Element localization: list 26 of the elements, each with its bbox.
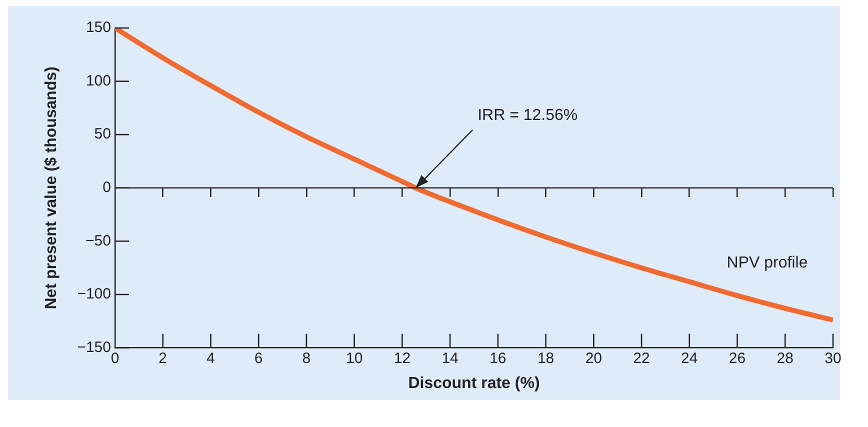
y-tick-label: 0 bbox=[102, 179, 111, 196]
x-tick-label: 4 bbox=[206, 350, 215, 367]
x-tick-label: 2 bbox=[158, 350, 168, 367]
y-tick-label: −100 bbox=[77, 286, 111, 303]
x-tick-label: 12 bbox=[394, 350, 411, 367]
y-tick-label: −150 bbox=[77, 338, 111, 356]
y-tick-label: 50 bbox=[94, 126, 111, 143]
x-tick-label: 8 bbox=[302, 350, 311, 367]
x-tick-label: 16 bbox=[490, 350, 506, 367]
x-tick-label: 18 bbox=[537, 350, 554, 367]
annotation: IRR = 12.56% bbox=[478, 106, 578, 124]
x-tick-label: 20 bbox=[585, 350, 602, 367]
x-tick-label: 28 bbox=[776, 350, 794, 367]
y-tick-label: 150 bbox=[86, 19, 111, 36]
x-tick-label: 24 bbox=[681, 350, 698, 367]
y-tick-label: 100 bbox=[86, 72, 111, 90]
x-tick-label: 22 bbox=[633, 350, 650, 367]
y-tick-label: −50 bbox=[86, 232, 111, 250]
series-label: NPV profile bbox=[726, 254, 808, 272]
x-tick-label: 26 bbox=[728, 350, 746, 367]
x-tick-label: 30 bbox=[824, 350, 842, 367]
y-axis-title: Net present value ($ thousands) bbox=[43, 66, 60, 310]
x-tick-label: 6 bbox=[254, 350, 263, 367]
x-axis-title: Discount rate (%) bbox=[408, 374, 540, 392]
x-tick-label: 14 bbox=[442, 350, 458, 367]
x-tick-label: 10 bbox=[346, 350, 363, 367]
